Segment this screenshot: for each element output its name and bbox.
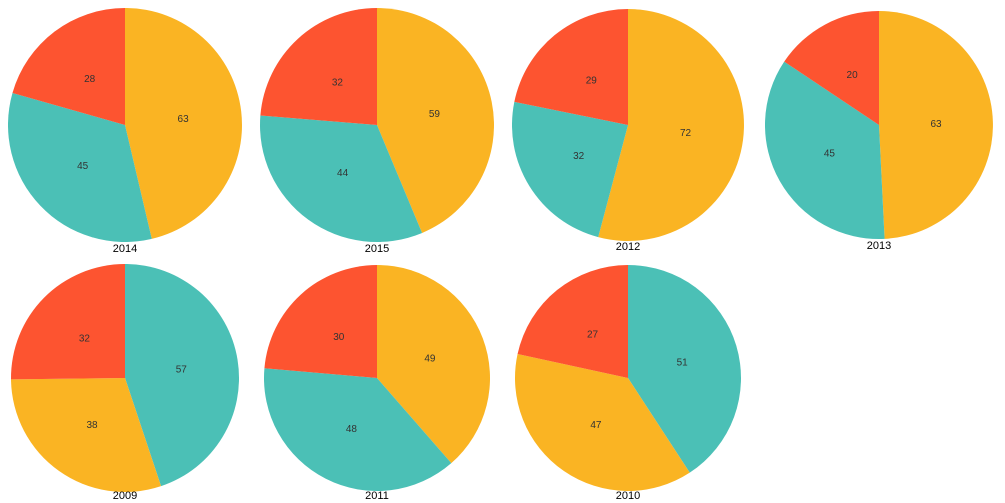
pie-title: 2012	[616, 241, 640, 253]
pie-title: 2013	[867, 240, 891, 252]
pie-title: 2011	[365, 490, 389, 502]
pie-slice[interactable]	[764, 61, 885, 239]
slice-value-label: 44	[337, 168, 349, 179]
slice-value-label: 45	[824, 149, 836, 160]
pie-slice[interactable]	[512, 101, 628, 238]
pie-slice[interactable]	[12, 8, 125, 125]
slice-value-label: 57	[176, 364, 188, 375]
pie-title: 2009	[113, 490, 137, 502]
pie-slice[interactable]	[8, 92, 152, 242]
pie-chart-2011: 49 48 30 2011	[263, 264, 491, 502]
pie-chart-2013: 63 45 20 2013	[764, 11, 993, 252]
slice-value-label: 38	[86, 420, 98, 431]
slice-value-label: 29	[586, 76, 598, 87]
pie-slice[interactable]	[628, 265, 741, 473]
pie-slice[interactable]	[784, 11, 879, 125]
slice-value-label: 45	[77, 161, 89, 172]
pie-slice[interactable]	[125, 264, 240, 487]
pie-slice[interactable]	[11, 264, 125, 380]
slice-value-label: 63	[930, 119, 942, 130]
pie-chart-2009: 57 38 32 2009	[11, 264, 240, 502]
slice-value-label: 48	[346, 424, 358, 435]
slice-value-label: 47	[590, 420, 602, 431]
pie-slice[interactable]	[879, 11, 993, 239]
pie-slice[interactable]	[598, 9, 744, 241]
slice-value-label: 20	[847, 70, 859, 81]
pie-slice[interactable]	[515, 354, 690, 491]
pie-chart-2014: 63 45 28 2014	[8, 8, 242, 255]
slice-value-label: 32	[79, 333, 91, 344]
pie-slice[interactable]	[125, 8, 242, 239]
pie-title: 2015	[365, 243, 389, 255]
pie-chart-2010: 51 47 27 2010	[515, 265, 741, 502]
slice-value-label: 30	[333, 332, 345, 343]
pie-chart-2015: 59 44 32 2015	[260, 8, 494, 255]
pie-title: 2014	[113, 243, 137, 255]
pie-slice[interactable]	[11, 378, 162, 493]
slice-value-label: 32	[332, 78, 344, 89]
pie-slice[interactable]	[260, 115, 423, 242]
slice-value-label: 59	[429, 109, 441, 120]
slice-value-label: 72	[680, 128, 692, 139]
slice-value-label: 49	[424, 354, 436, 365]
pie-slice[interactable]	[260, 8, 377, 125]
slice-value-label: 27	[587, 330, 599, 341]
slice-value-label: 28	[84, 74, 96, 85]
pie-slice[interactable]	[514, 9, 628, 125]
slice-value-label: 32	[573, 151, 585, 162]
pie-slice[interactable]	[377, 8, 494, 233]
pie-slice[interactable]	[264, 265, 377, 378]
pie-chart-2012: 72 32 29 2012	[512, 9, 744, 253]
pie-slice[interactable]	[377, 264, 491, 464]
pie-slice[interactable]	[517, 265, 628, 378]
slice-value-label: 51	[677, 357, 689, 368]
pie-title: 2010	[616, 490, 640, 502]
slice-value-label: 63	[178, 114, 190, 125]
pie-slice[interactable]	[263, 368, 452, 492]
